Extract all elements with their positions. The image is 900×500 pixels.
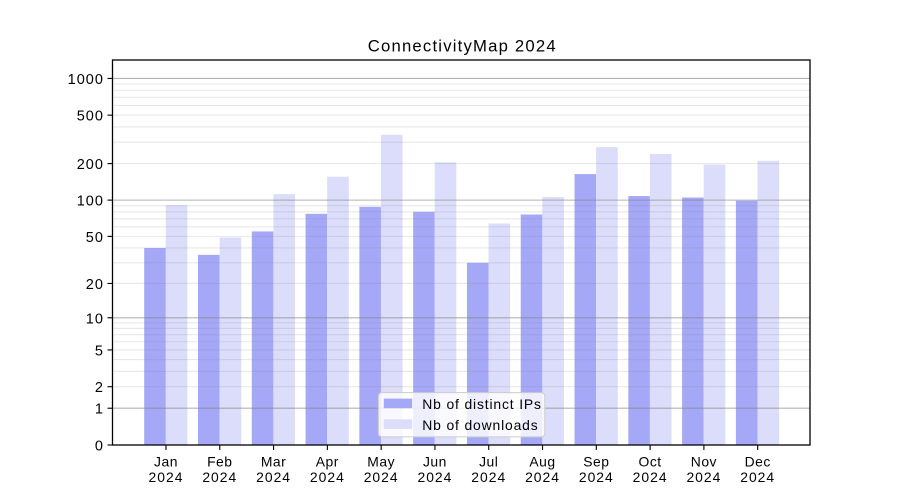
svg-text:2024: 2024	[202, 469, 237, 485]
svg-text:2024: 2024	[364, 469, 399, 485]
svg-text:2024: 2024	[686, 469, 721, 485]
svg-text:Jun: Jun	[423, 453, 447, 469]
svg-text:Aug: Aug	[529, 453, 555, 469]
svg-text:Oct: Oct	[639, 453, 662, 469]
svg-text:Jan: Jan	[154, 453, 178, 469]
svg-text:20: 20	[86, 277, 104, 293]
svg-text:Jul: Jul	[479, 453, 498, 469]
svg-text:2: 2	[95, 380, 104, 396]
svg-text:200: 200	[77, 157, 104, 173]
svg-text:Nov: Nov	[691, 453, 717, 469]
svg-text:May: May	[367, 453, 395, 469]
svg-text:Mar: Mar	[261, 453, 286, 469]
svg-text:Apr: Apr	[316, 453, 339, 469]
svg-text:2024: 2024	[579, 469, 614, 485]
svg-text:Nb of downloads: Nb of downloads	[422, 417, 538, 433]
svg-text:0: 0	[95, 439, 104, 455]
svg-text:100: 100	[77, 194, 104, 210]
svg-text:2024: 2024	[525, 469, 560, 485]
svg-text:Feb: Feb	[207, 453, 232, 469]
svg-text:2024: 2024	[310, 469, 345, 485]
svg-text:2024: 2024	[471, 469, 506, 485]
svg-text:Dec: Dec	[745, 453, 771, 469]
svg-text:Nb of distinct IPs: Nb of distinct IPs	[422, 396, 542, 412]
svg-text:2024: 2024	[633, 469, 668, 485]
svg-text:Sep: Sep	[583, 453, 609, 469]
svg-text:2024: 2024	[256, 469, 291, 485]
svg-text:2024: 2024	[740, 469, 775, 485]
svg-text:5: 5	[95, 343, 104, 359]
svg-text:1: 1	[95, 402, 104, 418]
svg-text:1000: 1000	[68, 72, 104, 88]
svg-text:10: 10	[86, 311, 104, 327]
svg-text:500: 500	[77, 109, 104, 125]
svg-text:2024: 2024	[149, 469, 184, 485]
svg-text:ConnectivityMap 2024: ConnectivityMap 2024	[368, 37, 557, 56]
svg-text:50: 50	[86, 230, 104, 246]
svg-text:2024: 2024	[417, 469, 452, 485]
